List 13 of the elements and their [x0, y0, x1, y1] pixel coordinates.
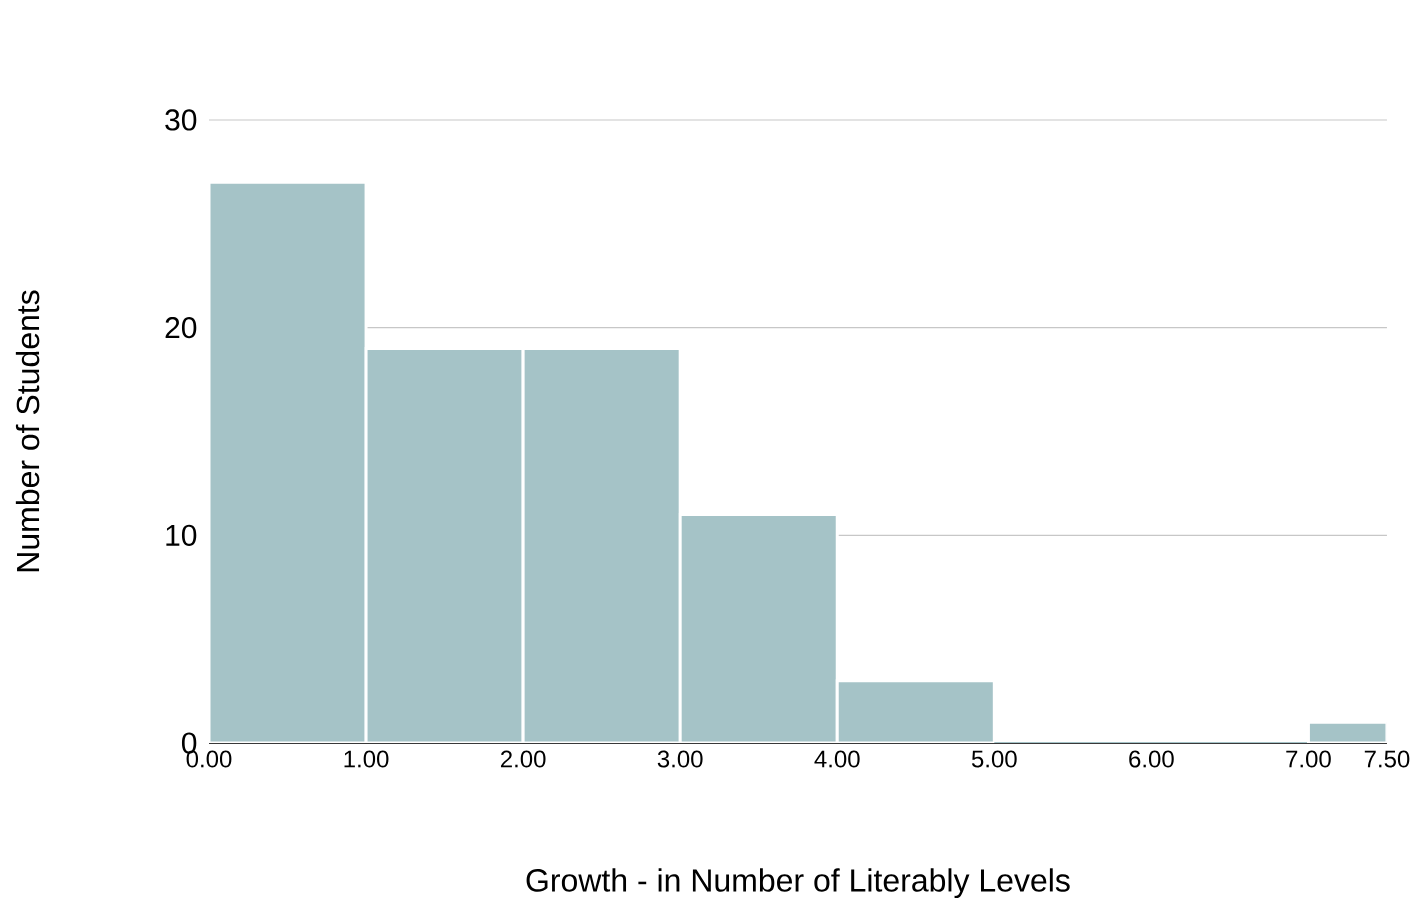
x-tick-label: 1.00 [344, 750, 389, 768]
x-tick-label: 5.00 [971, 750, 1017, 768]
y-tick-label: 30 [165, 109, 197, 131]
y-axis-title: Number of Students [15, 290, 40, 572]
x-tick-label: 4.00 [814, 750, 860, 768]
x-tick-label: 7.50 [1364, 750, 1410, 768]
y-tick-label: 10 [166, 524, 197, 546]
x-tick-label: 2.00 [500, 750, 546, 768]
y-tick-label: 20 [165, 317, 197, 339]
x-tick-label: 6.00 [1129, 750, 1174, 768]
x-axis-title: Growth - in Number of Literably Levels [526, 868, 1070, 899]
x-tick-label: 7.00 [1286, 750, 1331, 768]
x-tick-label: 3.00 [657, 750, 703, 768]
